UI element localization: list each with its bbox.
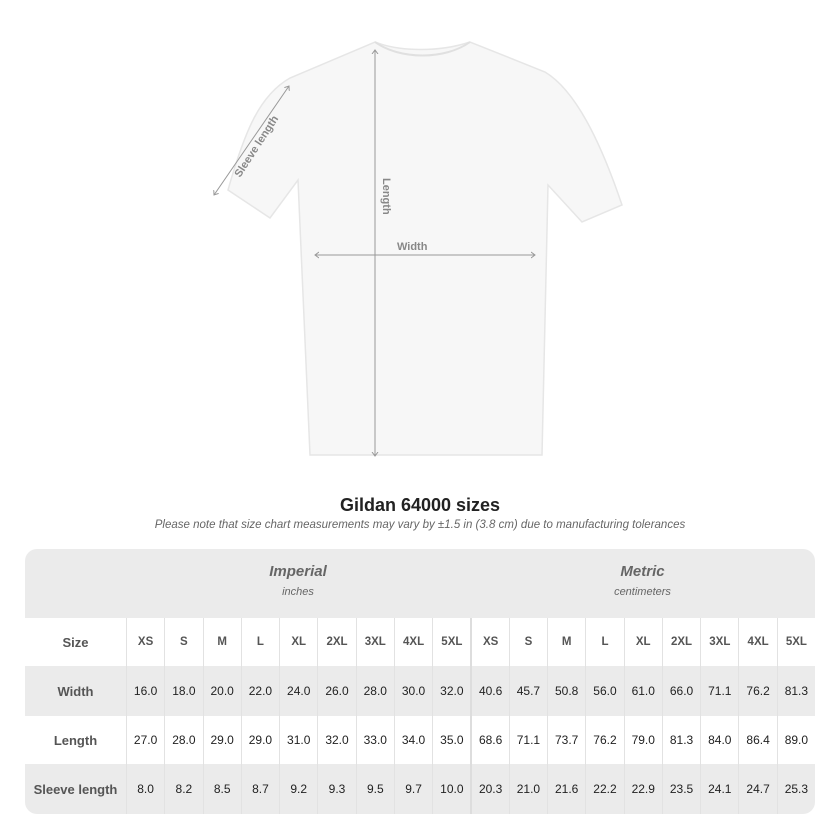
table-cell: 35.0 <box>432 716 470 764</box>
table-cell: 61.0 <box>623 666 662 716</box>
table-cell: 24.7 <box>738 764 776 814</box>
size-header-cell: S <box>164 618 202 666</box>
table-cell: 31.0 <box>279 716 317 764</box>
metric-title: Metric <box>620 563 665 580</box>
table-cell: 76.2 <box>738 666 776 716</box>
table-cell: 81.3 <box>776 666 815 716</box>
table-cell: 24.1 <box>700 764 738 814</box>
size-header-cell: 2XL <box>661 618 700 666</box>
table-cell: 56.0 <box>585 666 623 716</box>
table-cell: 20.0 <box>202 666 241 716</box>
row-label: Size <box>62 634 89 650</box>
table-cell: 9.5 <box>355 764 394 814</box>
size-header-cell: M <box>202 618 241 666</box>
table-cell: 22.2 <box>585 764 623 814</box>
size-table: Imperial inches Metric centimeters Size X… <box>25 549 815 814</box>
row-label: Width <box>57 683 94 699</box>
row-label: Length <box>53 732 98 748</box>
table-cell: 84.0 <box>700 716 738 764</box>
imperial-title: Imperial <box>269 563 327 580</box>
size-header-cell: XL <box>623 618 662 666</box>
table-cell: 86.4 <box>738 716 776 764</box>
table-cell: 10.0 <box>432 764 470 814</box>
size-header-row: Size XS S M L XL 2XL 3XL 4XL 5XL XS S M L XL 2XL 3XL 4XL 5… <box>25 618 815 666</box>
size-header-cell: L <box>585 618 623 666</box>
table-cell: 34.0 <box>393 716 432 764</box>
metric-group: Metric centimeters <box>470 563 815 598</box>
group-header-band <box>25 549 815 618</box>
table-row: Length 27.0 28.0 29.0 29.0 31.0 32.0 33.0 34.0 35… <box>25 716 815 764</box>
table-cell: 22.9 <box>623 764 662 814</box>
table-cell: 16.0 <box>125 666 164 716</box>
size-header-cell: XL <box>279 618 317 666</box>
size-header-cell: L <box>240 618 279 666</box>
table-cell: 79.0 <box>623 716 662 764</box>
tshirt-diagram: Sleeve length Length Width <box>0 41 623 480</box>
table-cell: 21.0 <box>508 764 547 814</box>
table-cell: 9.2 <box>279 764 317 814</box>
table-cell: 25.3 <box>776 764 815 814</box>
size-header-cell: 4XL <box>738 618 776 666</box>
table-cell: 26.0 <box>317 666 355 716</box>
size-header-cell: S <box>508 618 547 666</box>
table-cell: 27.0 <box>125 716 164 764</box>
length-label: Length <box>380 178 392 215</box>
table-cell: 8.2 <box>164 764 202 814</box>
size-header-cell: 3XL <box>355 618 394 666</box>
table-cell: 9.7 <box>393 764 432 814</box>
size-header-cell: M <box>547 618 585 666</box>
table-cell: 22.0 <box>240 666 279 716</box>
table-cell: 71.1 <box>700 666 738 716</box>
size-header-cell: XS <box>470 618 508 666</box>
table-cell: 32.0 <box>432 666 470 716</box>
size-header-cell: 5XL <box>432 618 470 666</box>
width-label: Width <box>397 241 428 253</box>
table-cell: 23.5 <box>661 764 700 814</box>
table-row: Sleeve length 8.0 8.2 8.5 8.7 9.2 9.3 9.5 9.7 10.… <box>25 764 815 814</box>
table-cell: 66.0 <box>661 666 700 716</box>
table-cell: 18.0 <box>164 666 202 716</box>
table-cell: 9.3 <box>317 764 355 814</box>
table-cell: 21.6 <box>547 764 585 814</box>
table-cell: 29.0 <box>202 716 241 764</box>
table-cell: 45.7 <box>508 666 547 716</box>
table-cell: 29.0 <box>240 716 279 764</box>
imperial-unit: inches <box>282 586 314 598</box>
table-cell: 28.0 <box>355 666 394 716</box>
table-cell: 28.0 <box>164 716 202 764</box>
table-cell: 73.7 <box>547 716 585 764</box>
table-cell: 71.1 <box>508 716 547 764</box>
table-cell: 30.0 <box>393 666 432 716</box>
size-header-cell: 5XL <box>776 618 815 666</box>
table-cell: 20.3 <box>470 764 508 814</box>
table-cell: 50.8 <box>547 666 585 716</box>
size-header-cell: 3XL <box>700 618 738 666</box>
table-cell: 24.0 <box>279 666 317 716</box>
table-cell: 76.2 <box>585 716 623 764</box>
table-cell: 40.6 <box>470 666 508 716</box>
tolerance-note: Please note that size chart measurements… <box>154 519 686 531</box>
imperial-group: Imperial inches <box>126 563 470 598</box>
size-header-cell: 4XL <box>393 618 432 666</box>
table-cell: 8.0 <box>125 764 164 814</box>
size-header-cell: XS <box>125 618 164 666</box>
table-cell: 68.6 <box>470 716 508 764</box>
metric-unit: centimeters <box>614 586 671 598</box>
table-cell: 81.3 <box>661 716 700 764</box>
table-cell: 33.0 <box>355 716 394 764</box>
table-cell: 89.0 <box>776 716 815 764</box>
size-header-cell: 2XL <box>317 618 355 666</box>
table-cell: 8.7 <box>240 764 279 814</box>
table-cell: 8.5 <box>202 764 241 814</box>
page-title: Gildan 64000 sizes <box>339 495 501 515</box>
table-row: Width 16.0 18.0 20.0 22.0 24.0 26.0 28.0 30.0 32.… <box>25 666 815 716</box>
table-cell: 32.0 <box>317 716 355 764</box>
row-label: Sleeve length <box>33 781 118 797</box>
sleeve-measure-line <box>214 86 289 195</box>
